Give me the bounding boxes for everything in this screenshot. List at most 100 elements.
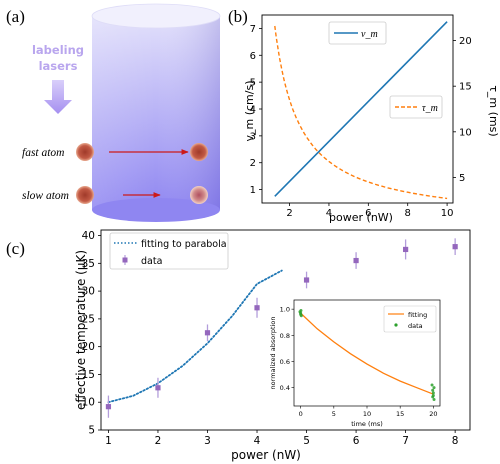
cylinder-bottom-cap xyxy=(92,198,220,222)
cylinder-top-cap xyxy=(91,3,221,29)
lasers-label-line1: labeling xyxy=(32,43,84,57)
panel-c-data-point xyxy=(254,305,260,311)
inset-ytick-label: 1.0 xyxy=(280,306,290,314)
panel-c-ytick-label: 10 xyxy=(82,397,95,409)
panel-b-ytick-right-label: 5 xyxy=(459,173,465,184)
legend-c-box xyxy=(109,232,229,270)
panel-c-ytick-label: 30 xyxy=(82,286,95,298)
inset-data-point xyxy=(299,308,303,312)
inset-ylabel: normalized absorption xyxy=(269,317,277,390)
panel-c-xtick-label: 5 xyxy=(303,435,310,447)
panel-b-ylabel-left: v_m (cm/s) xyxy=(243,80,256,141)
panel-b-ytick-right-label: 20 xyxy=(459,36,472,47)
panel-b-ytick-left-label: 3 xyxy=(250,131,256,142)
panel-c-axes: 1 2 3 4 5 6 7 8 5 10 15 20 25 30 35 40 xyxy=(82,229,471,447)
panel-b-ytick-left-label: 6 xyxy=(250,51,256,62)
panel-c-ytick-label: 15 xyxy=(82,369,95,381)
panel-c-data-point xyxy=(353,257,359,264)
panel-c: (c) 1 2 3 4 5 6 7 8 5 10 15 20 25 30 35 40 fitting to p… xyxy=(6,229,471,462)
inset-xtick-label: 0 xyxy=(299,410,303,418)
panel-b-xtick-label: 6 xyxy=(365,208,371,219)
panel-c-xtick-label: 3 xyxy=(204,435,211,447)
panel-a: (a) labeling lasers fast atom slow atom xyxy=(6,3,221,222)
inset-ytick-label: 0.8 xyxy=(280,332,290,340)
legend-fit-label: fitting to parabola xyxy=(141,239,227,250)
panel-c-frame xyxy=(100,229,471,431)
panel-b-xtick-label: 2 xyxy=(286,208,292,219)
inset-data-point xyxy=(432,386,436,390)
panel-b-ytick-left-label: 1 xyxy=(250,185,256,196)
inset-ytick-label: 0.6 xyxy=(280,358,290,366)
panel-c-ytick-label: 5 xyxy=(88,425,95,437)
panel-c-xtick-label: 7 xyxy=(402,435,409,447)
inset-data-point xyxy=(431,395,435,399)
legend-data-label: data xyxy=(141,256,162,267)
inset-data-point xyxy=(299,311,303,315)
inset-data-point xyxy=(432,397,436,401)
inset-data-point xyxy=(299,314,303,318)
panel-c-ytick-label: 20 xyxy=(82,341,95,353)
panel-c-data-point xyxy=(204,330,211,336)
panel-c-label: (c) xyxy=(6,239,25,258)
panel-b-ylabel-right: τ_m (ms) xyxy=(487,85,500,136)
inset-axes: 0 5 10 15 20 0.4 0.6 0.8 1.0 xyxy=(280,299,441,418)
panel-c-legend: fitting to parabola data xyxy=(109,232,229,270)
panel-c-ytick-label: 25 xyxy=(82,313,95,325)
panel-c-xtick-label: 2 xyxy=(155,435,162,447)
fast-atom-start-icon xyxy=(76,143,94,161)
panel-b-ytick-left-label: 4 xyxy=(250,105,256,116)
panel-b-xtick-label: 8 xyxy=(405,208,411,219)
inset-data-point xyxy=(430,383,434,387)
inset-data-point xyxy=(431,388,435,392)
panel-c-data-point xyxy=(155,385,161,391)
panel-c-data-point xyxy=(403,246,409,253)
panel-c-xtick-label: 4 xyxy=(254,435,261,447)
inset-chart: 0 5 10 15 20 0.4 0.6 0.8 1.0 fitting data time (… xyxy=(269,299,441,428)
legend-inset-data-label: data xyxy=(408,322,423,330)
panel-b-ytick-right-label: 10 xyxy=(459,127,472,138)
inset-marks xyxy=(298,308,436,401)
inset-xtick-label: 20 xyxy=(429,410,437,418)
panel-c-data-point xyxy=(303,277,310,283)
legend-v-label: v_m xyxy=(361,29,378,40)
inset-xtick-label: 5 xyxy=(332,410,336,418)
inset-xtick-label: 15 xyxy=(396,410,404,418)
panel-c-ylabel: effective temperature (μK) xyxy=(74,250,88,410)
panel-b-tau-line xyxy=(274,25,448,200)
legend-inset-data-swatch xyxy=(394,323,398,327)
fast-atom-end-icon xyxy=(190,143,208,161)
slow-atom-end-icon xyxy=(190,186,208,204)
fast-atom-label: fast atom xyxy=(22,147,65,159)
inset-data-point xyxy=(431,391,435,395)
panel-b-legend: v_m τ_m xyxy=(328,21,443,119)
slow-atom-label: slow atom xyxy=(22,190,69,202)
panel-b-xtick-label: 10 xyxy=(441,208,454,219)
panel-b-vm-line xyxy=(274,21,448,197)
panel-c-ytick-label: 40 xyxy=(82,230,95,242)
panel-c-fit-curve xyxy=(107,269,283,404)
legend-data-swatch xyxy=(122,257,128,263)
inset-ytick-label: 0.4 xyxy=(280,384,290,392)
panel-c-data-point xyxy=(105,404,112,410)
panel-a-label: (a) xyxy=(6,7,25,26)
panel-b-xlabel: power (nW) xyxy=(329,211,393,224)
slow-atom-start-icon xyxy=(76,186,94,204)
panel-b-marks xyxy=(274,21,448,200)
panel-c-ytick-label: 35 xyxy=(82,258,95,270)
inset-legend: fitting data xyxy=(383,305,437,333)
panel-b-ytick-left-label: 2 xyxy=(250,158,256,169)
panel-c-data-point xyxy=(452,244,458,250)
panel-b-label: (b) xyxy=(228,7,248,26)
legend-tau-label: τ_m xyxy=(422,103,438,114)
legend-inset-fit-label: fitting xyxy=(408,311,427,319)
inset-xtick-label: 10 xyxy=(363,410,371,418)
inset-fit-curve xyxy=(300,312,434,395)
panel-b-ytick-left-label: 7 xyxy=(250,24,256,35)
laser-arrow-icon xyxy=(44,80,72,114)
panel-c-xtick-label: 8 xyxy=(452,435,459,447)
panel-b-ytick-right-label: 15 xyxy=(459,82,472,93)
panel-c-marks xyxy=(105,238,458,418)
